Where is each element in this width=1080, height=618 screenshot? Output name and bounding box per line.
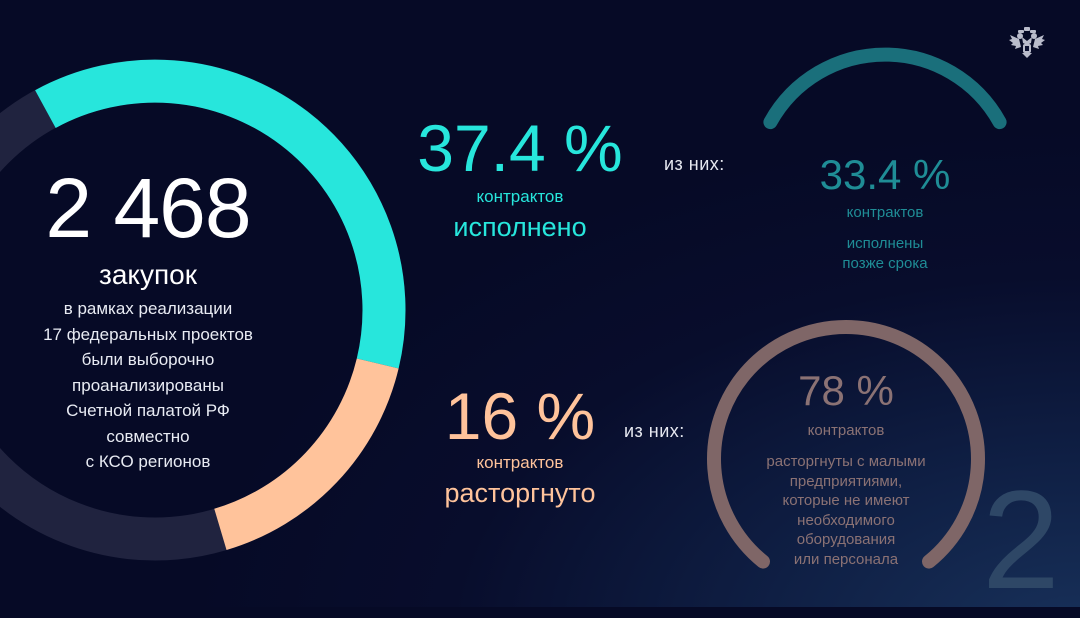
small-business-status: расторгнуты с малыми предприятиями, кото… [736, 452, 956, 569]
small-business-label: контрактов [807, 422, 885, 439]
small-business-status-line: которые не имеют [782, 492, 910, 509]
total-unit: закупок [99, 259, 197, 290]
total-description: в рамках реализации 17 федеральных проек… [0, 296, 296, 475]
small-business-block: 78 % контрактов расторгнуты с малыми пре… [736, 366, 956, 569]
total-description-line: 17 федеральных проектов [43, 324, 253, 344]
small-business-value: 78 % [798, 367, 894, 414]
late-label: контрактов [846, 204, 924, 221]
total-description-line: проанализированы [72, 375, 224, 395]
small-business-status-line: необходимого [797, 511, 895, 529]
small-business-status-line: или персонала [793, 550, 899, 568]
executed-block: 37.4 % контрактов исполнено [400, 112, 640, 244]
terminated-block: 16 % контрактов расторгнуто [420, 380, 620, 510]
late-arc-gauge [763, 47, 1007, 130]
executed-of-them-label: из них: [664, 154, 725, 174]
terminated-label: контрактов [476, 453, 564, 472]
small-business-status-line: предприятиями, [789, 472, 903, 490]
donut-terminated-segment [213, 358, 399, 551]
small-business-status-line: расторгнуты с малыми [766, 453, 926, 470]
terminated-of-them-label: из них: [624, 421, 685, 441]
total-block: 2 468 закупок в рамках реализации 17 фед… [0, 166, 296, 475]
late-status: исполнены позже срока [780, 234, 990, 274]
total-description-line: совместно [106, 426, 190, 446]
double-headed-eagle-emblem-icon [1009, 27, 1045, 58]
total-description-line: с КСО регионов [85, 452, 211, 471]
total-donut-chart [0, 59, 406, 561]
page-number: 2 [982, 461, 1060, 618]
terminated-value: 16 % [444, 379, 596, 453]
total-description-line: в рамках реализации [63, 299, 233, 318]
executed-value: 37.4 % [417, 111, 623, 185]
small-business-status-line: оборудования [796, 531, 896, 548]
terminated-status: расторгнуто [444, 478, 596, 508]
small-business-arc-gauge [707, 319, 985, 569]
emblem [1008, 25, 1046, 63]
late-status-line: позже срока [842, 255, 928, 272]
late-value: 33.4 % [819, 151, 951, 198]
total-description-line: Счетной палатой РФ [66, 401, 230, 420]
late-status-line: исполнены [846, 235, 924, 252]
donut-executed-segment [35, 59, 406, 369]
total-value: 2 468 [45, 161, 251, 255]
late-block: 33.4 % контрактов исполнены позже срока [780, 150, 990, 274]
executed-status: исполнено [453, 212, 587, 242]
total-description-line: были выборочно [81, 350, 215, 369]
executed-label: контрактов [476, 187, 564, 206]
